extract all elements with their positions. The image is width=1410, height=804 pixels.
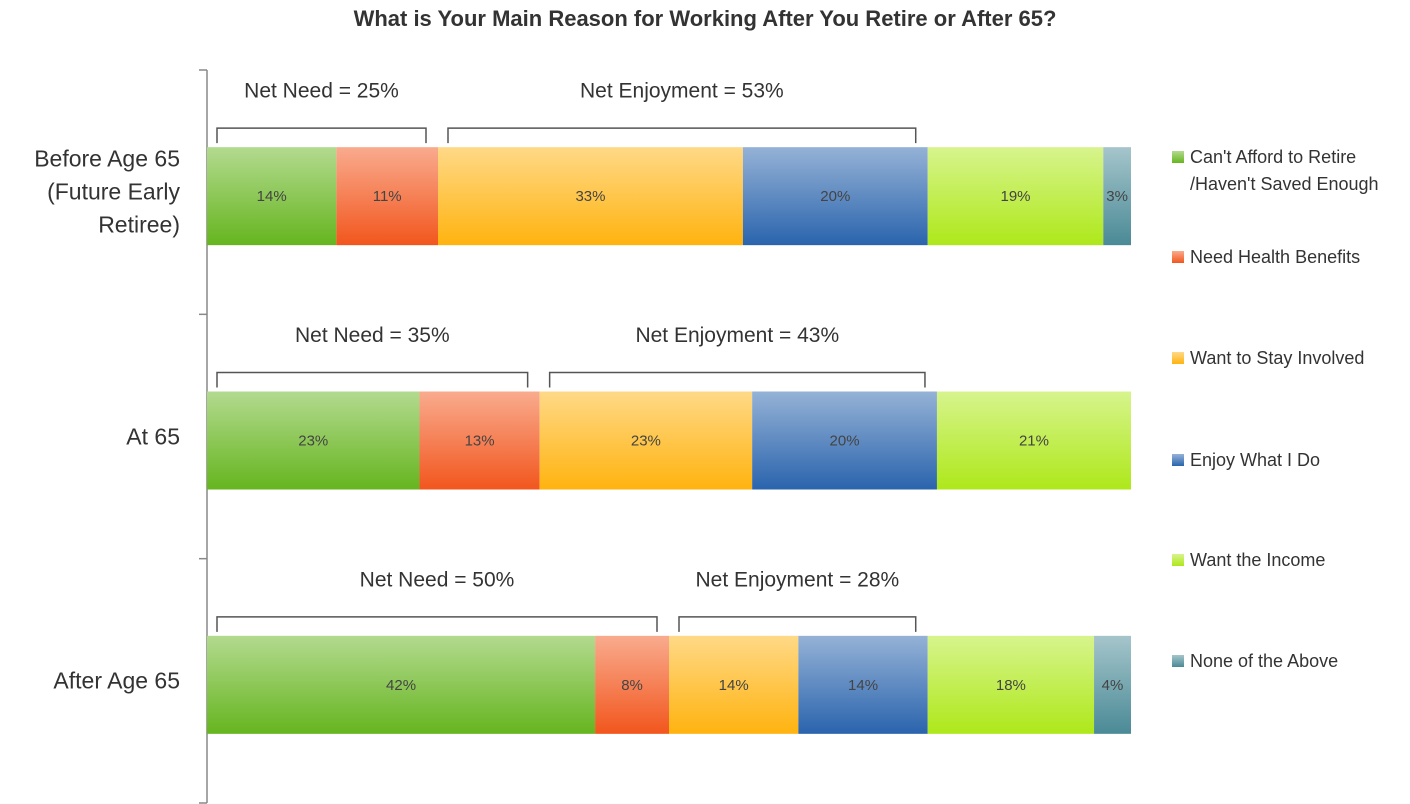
bar-segment [207,635,596,734]
bar-segment [669,635,799,734]
legend-swatch [1172,454,1184,466]
bracket [216,127,427,144]
legend-swatch [1172,151,1184,163]
data-label: 21% [1019,432,1049,449]
category-label: After Age 65 [53,667,180,694]
chart-title: What is Your Main Reason for Working Aft… [353,6,1057,31]
data-label: 19% [1000,188,1030,205]
legend-label: Enjoy What I Do [1190,450,1321,470]
bar-segment [595,635,669,734]
data-label: 13% [465,432,495,449]
bracket [678,616,917,632]
bar-segment [752,391,937,490]
bar-segment [798,635,928,734]
legend-label: None of the Above [1190,651,1339,671]
bar-segment [1094,635,1131,734]
data-label: 18% [996,677,1026,694]
data-label: 33% [575,188,605,205]
bracket [447,127,917,144]
category-label: Before Age 65 (Future Early Retiree) [34,145,180,238]
legend-swatch [1172,352,1184,364]
bar-segment [927,147,1104,246]
bar-segment [336,147,438,246]
data-label: 3% [1106,188,1128,205]
bar-segment [539,391,753,490]
data-label: 20% [830,432,860,449]
data-label: 20% [820,188,850,205]
data-label: 14% [257,188,287,205]
legend-swatch [1172,251,1184,263]
net-label: Net Enjoyment = 28% [696,568,900,591]
bar-segment [207,391,420,490]
category-label: At 65 [126,423,180,449]
data-label: 23% [631,432,661,449]
bar-segment [1103,147,1131,246]
legend-swatch [1172,554,1184,566]
bar-segment [419,391,540,490]
data-label: 11% [373,188,402,205]
legend-label: Need Health Benefits [1190,247,1361,267]
data-label: 14% [848,677,878,694]
data-label: 23% [298,432,328,449]
net-label: Net Need = 25% [244,80,399,103]
legend-label: Can't Afford to Retire /Haven't Saved En… [1190,147,1379,194]
bracket [216,616,658,632]
net-label: Net Need = 35% [295,324,450,347]
legend-label: Want the Income [1190,550,1326,570]
data-label: 4% [1102,677,1124,694]
bracket [548,371,926,388]
bar-segment [438,147,743,246]
bar-segment [927,635,1095,734]
net-label: Net Enjoyment = 53% [580,80,784,103]
legend-label: Want to Stay Involved [1190,348,1365,368]
bar-segment [936,391,1131,490]
net-label: Net Need = 50% [360,568,515,591]
bracket [216,371,529,388]
bar-segment [207,147,337,246]
data-label: 14% [719,677,749,694]
legend-swatch [1172,655,1184,667]
bar-segment [742,147,928,246]
data-label: 8% [621,677,643,694]
net-label: Net Enjoyment = 43% [635,324,839,347]
data-label: 42% [386,677,416,694]
